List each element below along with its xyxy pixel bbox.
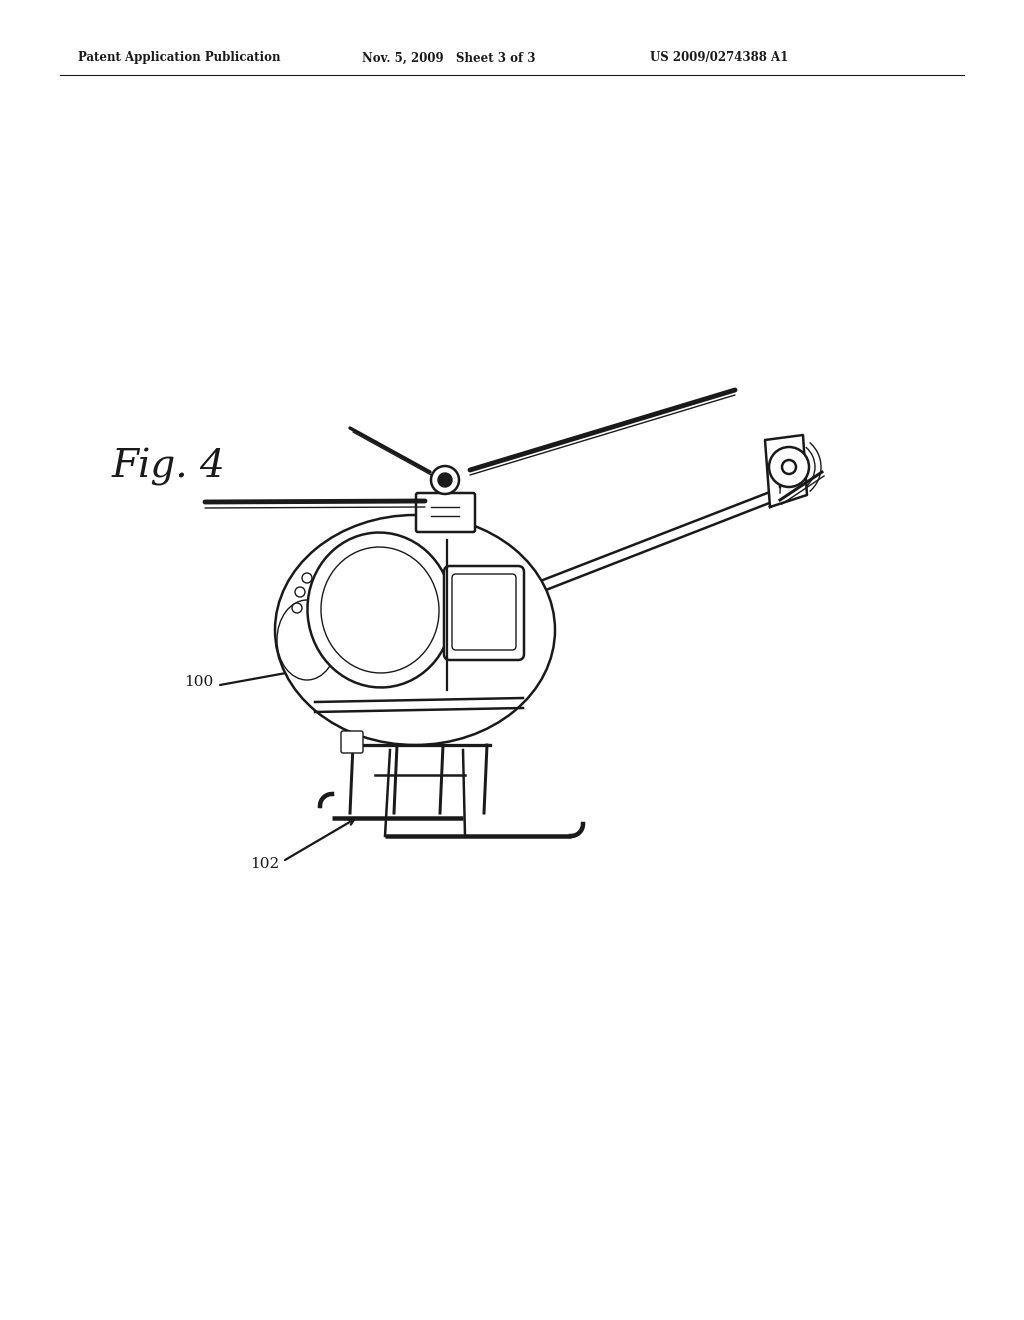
Polygon shape [765,436,807,507]
Text: Patent Application Publication: Patent Application Publication [78,51,281,65]
Text: 102: 102 [250,857,279,871]
Circle shape [431,466,459,494]
Ellipse shape [321,546,439,673]
Circle shape [438,473,452,487]
Ellipse shape [278,601,337,680]
Circle shape [295,587,305,597]
FancyBboxPatch shape [416,492,475,532]
Circle shape [769,447,809,487]
Ellipse shape [307,532,453,688]
Circle shape [302,573,312,583]
Ellipse shape [275,515,555,744]
Polygon shape [780,473,824,504]
Text: US 2009/0274388 A1: US 2009/0274388 A1 [650,51,788,65]
Text: 100: 100 [183,675,213,689]
Text: Nov. 5, 2009   Sheet 3 of 3: Nov. 5, 2009 Sheet 3 of 3 [362,51,536,65]
FancyBboxPatch shape [452,574,516,649]
FancyBboxPatch shape [444,566,524,660]
Circle shape [292,603,302,612]
Text: Fig. 4: Fig. 4 [112,447,225,486]
Text: 104: 104 [359,524,388,539]
FancyBboxPatch shape [341,731,362,752]
